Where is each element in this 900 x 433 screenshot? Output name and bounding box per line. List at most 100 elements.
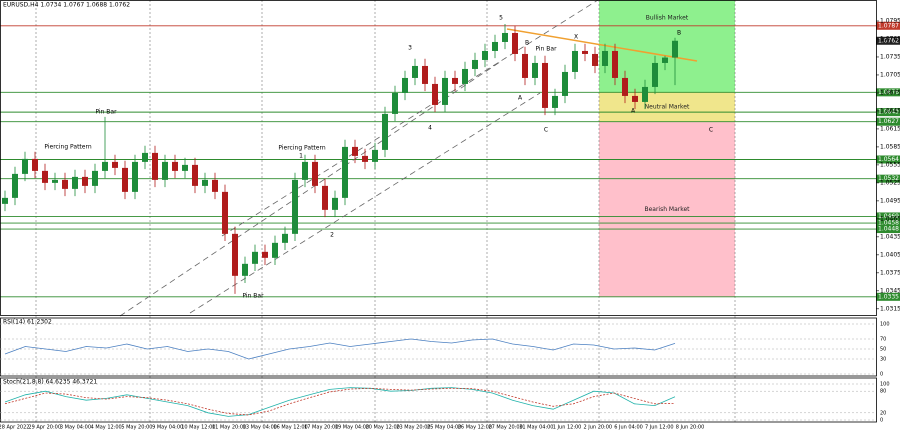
candle-body (572, 50, 578, 72)
x-tick-label: 8 Jun 20:00 (676, 425, 705, 431)
y-tick-label: 1.0555 (880, 161, 900, 168)
y-tick-label: 1.0615 (880, 125, 900, 132)
zone-label: Bearish Market (644, 206, 690, 213)
annotation: C (709, 127, 713, 134)
candle-body (322, 185, 328, 210)
level-box (876, 155, 900, 164)
candle-body (592, 53, 598, 66)
candle-body (312, 161, 318, 186)
level-label: 1.0676 (878, 89, 899, 96)
candle-body (112, 161, 118, 168)
x-tick-label: 7 Jun 12:00 (645, 425, 674, 431)
candle-body (522, 53, 528, 78)
candle-body (12, 173, 18, 198)
x-tick-label: 26 May 12:00 (458, 425, 492, 431)
y-tick-label: 1.0465 (880, 215, 900, 222)
trend-line (506, 28, 698, 62)
x-tick-label: 29 Apr 20:00 (28, 425, 61, 431)
level-box (876, 212, 900, 221)
level-box (876, 36, 900, 45)
candle-body (372, 149, 378, 162)
candle-body (32, 158, 38, 171)
panel-frames (0, 0, 877, 423)
x-tick-label: 1 Jun 12:00 (553, 425, 582, 431)
x-tick-label: 27 May 20:00 (488, 425, 522, 431)
candle-body (352, 146, 358, 156)
x-tick-label: 31 May 04:00 (519, 425, 553, 431)
y-tick-label: 0 (880, 418, 883, 424)
candle-body (562, 71, 568, 96)
candle-body (612, 50, 618, 78)
indicator-line (4, 338, 676, 360)
y-tick-label: 30 (880, 357, 886, 363)
x-tick-label: 6 Jun 04:00 (614, 425, 643, 431)
level-label: 1.0787 (878, 22, 899, 29)
candle-body (452, 77, 458, 84)
candle-body (22, 158, 28, 174)
annotations: Pin Bar Piercing Pattern Piercing Patter… (44, 15, 713, 300)
x-tick-label: 23 May 20:00 (396, 425, 430, 431)
x-tick-label: 16 May 12:00 (273, 425, 307, 431)
level-label: 1.0643 (878, 109, 899, 116)
candle-body (332, 197, 338, 210)
level-box (876, 174, 900, 183)
x-tick-label: 28 Apr 2022 (0, 425, 29, 431)
candle-body (202, 179, 208, 186)
candle-body (282, 233, 288, 243)
level-box (876, 225, 900, 234)
level-label: 1.0335 (878, 293, 899, 300)
candle-body (642, 86, 648, 102)
annotation: A (518, 95, 523, 102)
y-tick-label: 1.0315 (880, 305, 900, 312)
annotation: 5 (499, 15, 503, 22)
y-tick-label: 100 (880, 322, 890, 328)
candle-body (272, 242, 278, 258)
zone-label: Neutral Market (645, 104, 690, 111)
y-tick-label: 1.0585 (880, 143, 900, 150)
x-tick-label: 19 May 04:00 (335, 425, 369, 431)
y-tick-label: 1.0705 (880, 71, 900, 78)
y-tick-label: 1.0795 (880, 17, 900, 24)
candle-body (82, 176, 88, 186)
zone (599, 0, 735, 93)
candle-body (462, 68, 468, 84)
x-tick-label: 10 May 12:00 (181, 425, 215, 431)
y-tick-label: 1.0525 (880, 179, 900, 186)
y-tick-label: 1.0375 (880, 269, 900, 276)
candle-body (622, 77, 628, 96)
y-tick-label: 20 (880, 410, 886, 416)
y-tick-label: 0 (880, 372, 883, 378)
candle-body (512, 32, 518, 54)
x-tick-label: 9 May 04:00 (152, 425, 183, 431)
annotation: Pin Bar (242, 293, 264, 300)
x-tick-label: 5 May 20:00 (121, 425, 152, 431)
candle-body (652, 62, 658, 87)
y-tick-label: 50 (880, 347, 886, 353)
annotation: Piercing Pattern (278, 145, 325, 152)
candle-body (262, 251, 268, 258)
level-box (876, 219, 900, 228)
x-tick-label: 2 Jun 20:00 (584, 425, 613, 431)
candle-body (72, 176, 78, 189)
zone (599, 92, 735, 122)
stoch-frame (0, 377, 877, 423)
candle-body (632, 95, 638, 102)
indicator-line (4, 387, 676, 416)
main-frame (0, 0, 877, 316)
candle-body (172, 161, 178, 171)
x-tick-label: 13 May 04:00 (243, 425, 277, 431)
annotation: 3 (408, 45, 412, 52)
candle-body (432, 83, 438, 105)
level-label: 1.0532 (878, 175, 899, 182)
x-tick-label: 25 May 04:00 (427, 425, 461, 431)
candle-body (542, 62, 548, 108)
x-tick-label: 4 May 12:00 (91, 425, 122, 431)
rsi-frame (0, 317, 877, 377)
candle-body (192, 164, 198, 186)
candle-body (92, 170, 98, 186)
y-tick-label: 80 (880, 389, 886, 395)
x-tick-label: 20 May 12:00 (366, 425, 400, 431)
annotation: 2 (330, 232, 334, 239)
candle-body (502, 32, 508, 42)
